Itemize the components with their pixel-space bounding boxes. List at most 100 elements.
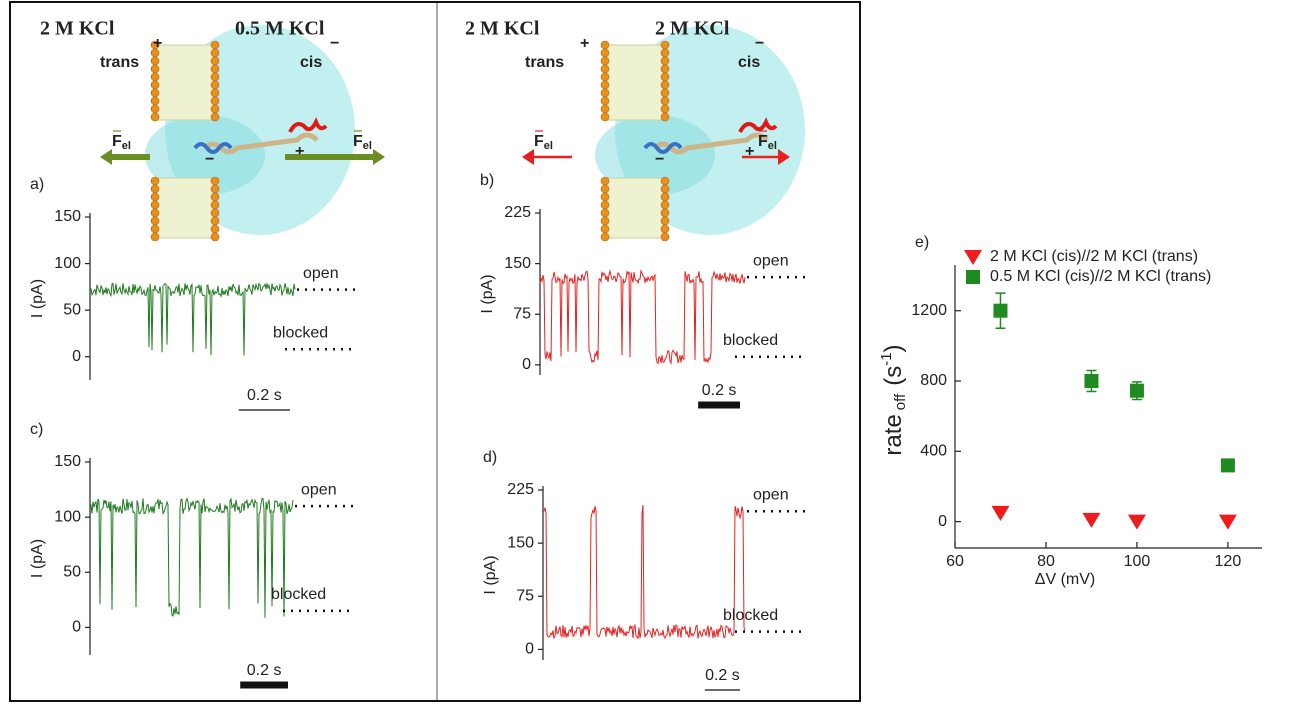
scale-bar-label: 0.2 s <box>702 382 737 399</box>
lipid-head <box>660 96 670 106</box>
blocked-label: blocked <box>723 607 778 624</box>
x-tick-label: 60 <box>946 553 964 570</box>
panel-label: e) <box>915 234 929 251</box>
marker <box>1082 512 1101 528</box>
peptide <box>203 132 319 155</box>
y-tick-label: 150 <box>54 208 81 225</box>
open-label: open <box>753 252 789 269</box>
sign: − <box>755 35 764 52</box>
marker <box>1127 514 1146 530</box>
y-label-part: off <box>892 393 909 410</box>
sign: + <box>153 35 162 52</box>
open-label: open <box>753 486 789 503</box>
y-label-part: ) <box>880 344 907 352</box>
y-tick-label: 0 <box>522 356 531 373</box>
lipid-head <box>600 48 610 58</box>
membrane <box>154 44 216 121</box>
lipid-head <box>210 64 220 74</box>
lipid-head <box>150 112 160 122</box>
charge: − <box>205 151 214 168</box>
lipid-head <box>210 48 220 58</box>
blocked-label: blocked <box>273 324 328 341</box>
force-subscript: el <box>768 140 777 152</box>
y-tick-label: 225 <box>507 481 534 498</box>
side-label: cis <box>738 54 760 71</box>
peptide-end <box>288 117 328 133</box>
lipid-head <box>600 104 610 114</box>
membrane <box>604 44 666 121</box>
y-tick-label: 150 <box>54 453 81 470</box>
y-tick-label: 75 <box>513 305 531 322</box>
membrane <box>154 177 216 239</box>
lipid-head <box>660 232 670 242</box>
y-axis-label: I (pA) <box>29 279 46 318</box>
lipid-head <box>210 224 220 234</box>
lipid-head <box>210 216 220 226</box>
y-tick-label: 0 <box>72 619 81 636</box>
lipid-head <box>210 192 220 202</box>
lipid-head <box>150 64 160 74</box>
lipid-head <box>660 192 670 202</box>
side-label: trans <box>100 54 139 71</box>
lipid-head <box>600 40 610 50</box>
lipid-head <box>600 112 610 122</box>
peptide-end <box>643 142 683 154</box>
y-tick-label: 150 <box>504 255 531 272</box>
arrow-head <box>522 149 534 165</box>
y-tick-label: 225 <box>504 204 531 221</box>
lipid-head <box>150 80 160 90</box>
y-label-part: (s <box>880 366 907 386</box>
blocked-label: blocked <box>723 332 778 349</box>
current-trace <box>89 282 296 356</box>
solution-label: 2 M KCl <box>655 18 730 40</box>
lipid-head <box>210 176 220 186</box>
lipid-head <box>210 40 220 50</box>
lipid-head <box>150 56 160 66</box>
current-trace <box>89 497 294 618</box>
lipid-head <box>660 224 670 234</box>
x-axis-label: ΔV (mV) <box>1035 571 1095 588</box>
lipid-head <box>600 232 610 242</box>
marker <box>1084 374 1099 389</box>
marker <box>1220 458 1235 473</box>
panel-label: c) <box>30 421 43 438</box>
lipid-head <box>150 88 160 98</box>
y-tick-label: 800 <box>920 372 947 389</box>
lipid-head <box>600 64 610 74</box>
lipid-head <box>150 96 160 106</box>
panel-label: b) <box>480 172 494 189</box>
lipid-head <box>210 112 220 122</box>
current-trace <box>539 269 746 366</box>
charge: − <box>655 151 664 168</box>
lipid-head <box>600 80 610 90</box>
marker <box>1218 514 1237 530</box>
lipid-head <box>210 72 220 82</box>
lipid-head <box>660 184 670 194</box>
lipid-head <box>150 104 160 114</box>
arrow-head <box>373 149 385 165</box>
force-symbol: F <box>758 133 768 150</box>
lipid-head <box>600 96 610 106</box>
arrow-head <box>778 149 790 165</box>
lipid-head <box>660 56 670 66</box>
y-tick-label: 1200 <box>911 302 947 319</box>
x-tick-label: 80 <box>1037 553 1055 570</box>
lipid-head <box>660 208 670 218</box>
lipid-head <box>600 208 610 218</box>
scale-bar-label: 0.2 s <box>247 662 282 679</box>
lipid-head <box>210 232 220 242</box>
lipid-head <box>150 72 160 82</box>
lipid-head <box>600 72 610 82</box>
lipid-head <box>150 192 160 202</box>
lipid-head <box>210 88 220 98</box>
lipid-head <box>660 72 670 82</box>
force-subscript: el <box>122 140 131 152</box>
marker <box>993 303 1008 318</box>
blocked-label: blocked <box>271 586 326 603</box>
y-tick-label: 0 <box>72 348 81 365</box>
legend-marker <box>966 270 980 284</box>
y-tick-label: 75 <box>516 587 534 604</box>
panel-label: a) <box>30 176 44 193</box>
legend-label: 0.5 M KCl (cis)//2 M KCl (trans) <box>990 268 1211 285</box>
